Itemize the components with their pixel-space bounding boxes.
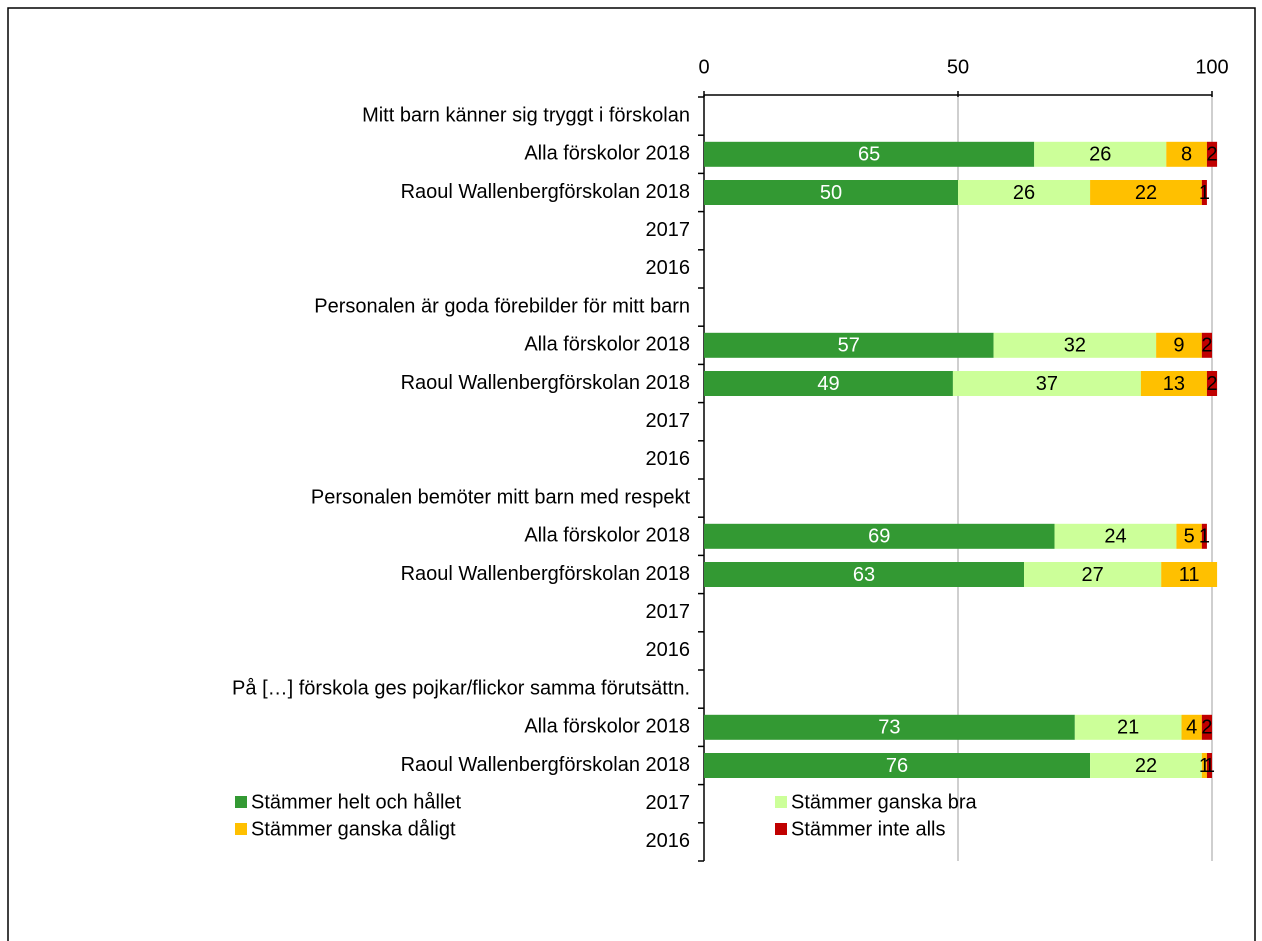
value-label: 76 xyxy=(886,755,908,777)
legend-swatch xyxy=(775,823,787,835)
bar-segment xyxy=(1140,371,1207,396)
y-tick-label: 2016 xyxy=(646,448,691,470)
value-label: 49 xyxy=(817,373,839,395)
bar-segment xyxy=(704,141,1035,167)
bar-segment xyxy=(1034,141,1167,167)
y-tick-label: Alla förskolor 2018 xyxy=(524,334,690,356)
value-label: 13 xyxy=(1163,373,1185,395)
bar-segment xyxy=(1201,714,1212,740)
value-label: 50 xyxy=(820,182,842,204)
value-label: 21 xyxy=(1117,717,1139,739)
bar-segment xyxy=(958,180,1091,205)
bar-segment xyxy=(1054,523,1177,549)
bar-segment xyxy=(1206,753,1212,778)
bar-segment xyxy=(704,371,953,396)
y-tick-label: 2016 xyxy=(646,639,691,661)
value-label: 63 xyxy=(853,564,875,586)
bar-segment xyxy=(1201,180,1207,205)
value-label: 37 xyxy=(1036,373,1058,395)
value-label: 69 xyxy=(868,526,890,548)
value-label: 26 xyxy=(1089,144,1111,166)
value-label: 9 xyxy=(1173,335,1184,357)
value-label: 24 xyxy=(1104,526,1126,548)
legend-swatch xyxy=(235,796,247,808)
y-tick-label: 2016 xyxy=(646,830,691,852)
bar-segment xyxy=(952,371,1141,396)
bar-segment xyxy=(1090,753,1202,778)
y-tick-label: 2017 xyxy=(646,792,691,814)
y-tick-label: Mitt barn känner sig tryggt i förskolan xyxy=(362,104,690,126)
value-label: 32 xyxy=(1064,335,1086,357)
value-label: 1 xyxy=(1199,182,1210,204)
bar-segment xyxy=(1074,714,1182,740)
bar-segment xyxy=(704,523,1055,549)
bar-segment xyxy=(704,562,1025,587)
bar-segment xyxy=(1156,332,1202,358)
bar-segment xyxy=(704,180,958,205)
value-label: 4 xyxy=(1186,717,1197,739)
bar-segment xyxy=(1206,371,1218,396)
y-tick-label: 2016 xyxy=(646,257,691,279)
value-label: 1 xyxy=(1199,526,1210,548)
y-tick-label: 2017 xyxy=(646,601,691,623)
bar-segment xyxy=(1090,180,1202,205)
bar-segment xyxy=(704,753,1091,778)
y-tick-label: 2017 xyxy=(646,410,691,432)
legend-swatch xyxy=(775,796,787,808)
value-label: 5 xyxy=(1184,526,1195,548)
y-tick-label: Raoul Wallenbergförskolan 2018 xyxy=(401,181,690,203)
bar-segment xyxy=(1206,141,1218,167)
value-label: 1 xyxy=(1199,755,1210,777)
value-label: 22 xyxy=(1135,755,1157,777)
bar-segment xyxy=(1201,753,1207,778)
value-label: 2 xyxy=(1206,144,1217,166)
value-label: 2 xyxy=(1206,373,1217,395)
y-tick-label: Raoul Wallenbergförskolan 2018 xyxy=(401,563,690,585)
bar-segment xyxy=(1181,714,1202,740)
y-tick-label: Alla förskolor 2018 xyxy=(524,143,690,165)
value-label: 26 xyxy=(1013,182,1035,204)
bar-segment xyxy=(1201,523,1207,549)
bar-segment xyxy=(993,332,1157,358)
bar-segment xyxy=(1201,332,1212,358)
value-label: 2 xyxy=(1201,717,1212,739)
y-tick-label: 2017 xyxy=(646,219,691,241)
value-label: 27 xyxy=(1081,564,1103,586)
value-label: 73 xyxy=(878,717,900,739)
legend-label: Stämmer helt och hållet xyxy=(251,791,462,813)
y-tick-label: Personalen är goda förebilder för mitt b… xyxy=(314,295,690,317)
legend-label: Stämmer inte alls xyxy=(791,818,946,840)
bar-segment xyxy=(1166,141,1207,167)
value-label: 1 xyxy=(1204,755,1215,777)
value-label: 11 xyxy=(1179,564,1200,586)
chart-frame xyxy=(7,7,1256,941)
value-label: 65 xyxy=(858,144,880,166)
x-tick-label: 0 xyxy=(698,56,709,78)
y-tick-label: Raoul Wallenbergförskolan 2018 xyxy=(401,372,690,394)
bar-segment xyxy=(1176,523,1202,549)
y-tick-label: På […] förskola ges pojkar/flickor samma… xyxy=(232,677,690,699)
legend-swatch xyxy=(235,823,247,835)
legend-label: Stämmer ganska dåligt xyxy=(251,818,456,840)
legend-label: Stämmer ganska bra xyxy=(791,791,978,813)
bar-segment xyxy=(1024,562,1162,587)
value-label: 8 xyxy=(1181,144,1192,166)
value-label: 57 xyxy=(838,335,860,357)
bar-segment xyxy=(704,332,994,358)
y-tick-label: Raoul Wallenbergförskolan 2018 xyxy=(401,754,690,776)
y-tick-label: Alla förskolor 2018 xyxy=(524,716,690,738)
value-label: 22 xyxy=(1135,182,1157,204)
value-label: 2 xyxy=(1201,335,1212,357)
x-tick-label: 50 xyxy=(947,56,969,78)
bar-segment xyxy=(704,714,1075,740)
x-tick-label: 100 xyxy=(1195,56,1228,78)
y-tick-label: Alla förskolor 2018 xyxy=(524,525,690,547)
bar-segment xyxy=(1161,562,1218,587)
y-tick-label: Personalen bemöter mitt barn med respekt xyxy=(311,486,691,508)
